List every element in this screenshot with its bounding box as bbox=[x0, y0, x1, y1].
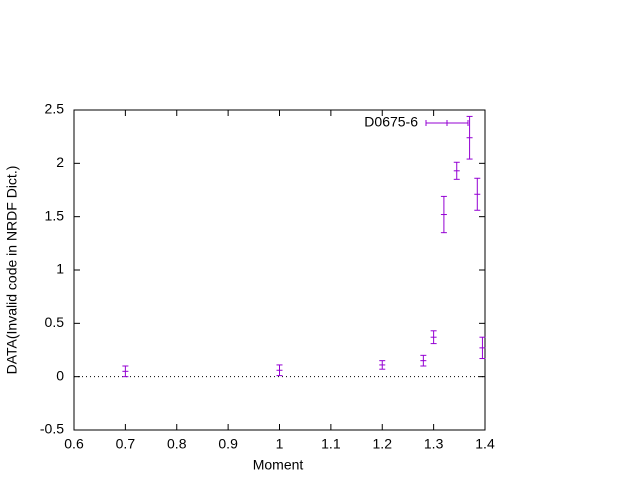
error-bar bbox=[453, 161, 460, 180]
error-bar bbox=[479, 336, 486, 360]
x-tick-label: 1.1 bbox=[321, 436, 341, 452]
y-tick-label: 0 bbox=[56, 367, 64, 383]
error-bar bbox=[430, 330, 437, 345]
error-bar bbox=[276, 364, 283, 377]
x-tick-label: 1 bbox=[276, 436, 284, 452]
x-tick-label: 1.2 bbox=[373, 436, 393, 452]
legend-swatch bbox=[425, 120, 469, 126]
x-axis-label: Moment bbox=[253, 457, 304, 473]
error-bar bbox=[122, 365, 129, 378]
error-bar bbox=[379, 360, 386, 370]
y-axis-label: DATA(Invalid code in NRDF Dict.) bbox=[4, 166, 20, 375]
error-bar bbox=[474, 177, 481, 211]
y-tick-label: 1 bbox=[56, 261, 64, 277]
y-tick-label: 1.5 bbox=[45, 207, 65, 223]
x-tick-label: 0.6 bbox=[64, 436, 84, 452]
x-tick-label: 1.3 bbox=[424, 436, 444, 452]
y-tick-label: 2.5 bbox=[45, 101, 65, 117]
y-tick-label: 0.5 bbox=[45, 314, 65, 330]
y-tick-label: 2 bbox=[56, 154, 64, 170]
legend-label: D0675-6 bbox=[364, 114, 418, 130]
error-bar bbox=[420, 354, 427, 367]
error-bar bbox=[440, 195, 447, 234]
plot-frame bbox=[73, 109, 486, 431]
error-bar bbox=[466, 115, 473, 160]
x-tick-label: 0.9 bbox=[218, 436, 238, 452]
x-tick-label: 0.8 bbox=[167, 436, 187, 452]
y-tick-label: -0.5 bbox=[40, 421, 64, 437]
x-tick-label: 0.7 bbox=[116, 436, 136, 452]
x-tick-label: 1.4 bbox=[475, 436, 495, 452]
